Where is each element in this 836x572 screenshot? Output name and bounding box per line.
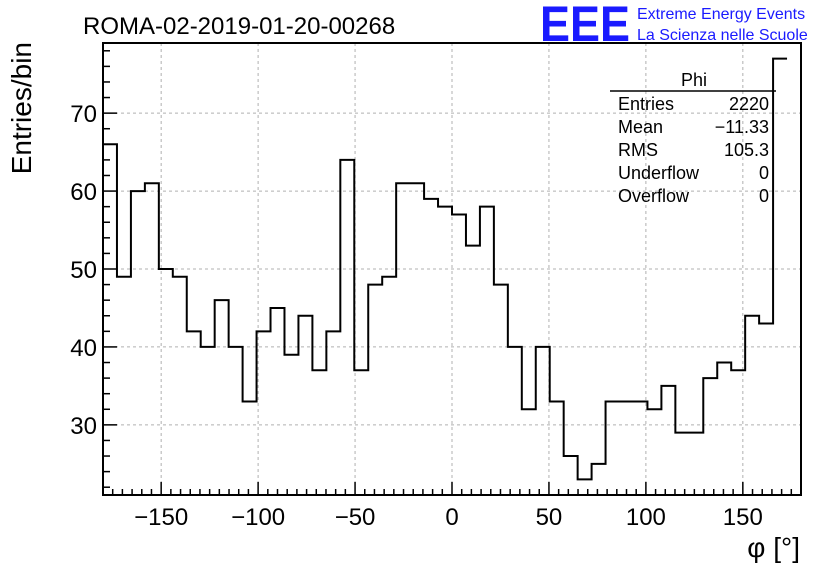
- histogram-bin: [689, 433, 703, 495]
- histogram-bin: [703, 378, 717, 495]
- histogram-bin: [326, 331, 340, 495]
- eee-logo: EEE Extreme Energy Events La Scienza nel…: [540, 0, 808, 52]
- stats-value: 0: [759, 163, 769, 183]
- histogram-bin: [131, 191, 145, 495]
- histogram-bin: [620, 401, 634, 495]
- x-tick-label: −50: [335, 504, 376, 531]
- histogram-bin: [382, 277, 396, 495]
- eee-logo-line1: Extreme Energy Events: [637, 6, 805, 23]
- histogram-bin: [187, 331, 201, 495]
- histogram-bin: [201, 347, 215, 495]
- histogram-bin: [564, 456, 578, 495]
- histogram-bin: [368, 285, 382, 495]
- histogram-bin: [396, 183, 410, 495]
- stats-rows: Entries 2220 Mean −11.33 RMS 105.3 Underflow 0 O…: [618, 94, 769, 206]
- histogram-bin: [522, 409, 536, 495]
- x-tick-label: 100: [626, 504, 666, 531]
- y-axis-title: Entries/bin: [6, 42, 37, 174]
- histogram-bin: [215, 300, 229, 495]
- stats-label: Underflow: [618, 163, 700, 183]
- stats-label: RMS: [618, 140, 658, 160]
- stats-value: 105.3: [724, 140, 769, 160]
- stats-value: −11.33: [715, 117, 769, 137]
- histogram-bin: [257, 331, 271, 495]
- histogram-bin: [424, 199, 438, 495]
- x-tick-label: 0: [445, 504, 458, 531]
- x-tick-labels: −150 −100 −50 0 50 100 150: [134, 504, 763, 531]
- histogram-bin: [647, 409, 661, 495]
- histogram-bin: [229, 347, 243, 495]
- y-tick-label: 60: [70, 179, 97, 206]
- stats-name: Phi: [681, 70, 707, 90]
- grid-lines: [103, 43, 801, 495]
- stats-box: Phi Entries 2220 Mean −11.33 RMS 105.3 Underfl…: [610, 70, 776, 206]
- histogram-bin: [452, 214, 466, 495]
- x-tick-label: 150: [723, 504, 763, 531]
- chart-title: ROMA-02-2019-01-20-00268: [83, 13, 395, 40]
- histogram-bin: [745, 316, 759, 495]
- histogram-series: [103, 57, 788, 495]
- histogram-bin: [340, 160, 354, 495]
- histogram-bin: [592, 464, 606, 495]
- histogram-bin: [145, 183, 159, 495]
- histogram-bin: [731, 370, 745, 495]
- histogram-bin: [298, 316, 312, 495]
- histogram-bin: [633, 401, 647, 495]
- eee-logo-line2: La Scienza nelle Scuole: [637, 27, 808, 44]
- histogram-bin: [578, 479, 592, 495]
- stats-value: 0: [759, 186, 769, 206]
- histogram-bin: [438, 207, 452, 495]
- histogram-bin: [117, 277, 131, 495]
- histogram-bin: [550, 401, 564, 495]
- histogram-bin: [312, 370, 326, 495]
- x-axis-title: φ [°]: [747, 532, 800, 563]
- histogram-bin: [243, 401, 257, 495]
- histogram-bin: [494, 285, 508, 495]
- histogram-bin: [466, 246, 480, 495]
- y-tick-label: 50: [70, 257, 97, 284]
- histogram-bin: [508, 347, 522, 495]
- histogram-bin: [536, 347, 550, 495]
- axis-ticks: [103, 50, 793, 495]
- y-tick-labels: 30 40 50 60 70: [70, 101, 97, 440]
- stats-label: Mean: [618, 117, 663, 137]
- histogram-bin: [717, 363, 731, 495]
- stats-value: 2220: [729, 94, 769, 114]
- x-tick-label: −100: [231, 504, 285, 531]
- histogram-bin: [284, 355, 298, 495]
- histogram-outline: [103, 57, 788, 481]
- y-tick-label: 70: [70, 101, 97, 128]
- stats-label: Overflow: [618, 186, 690, 206]
- histogram-bin: [173, 277, 187, 495]
- y-tick-label: 40: [70, 335, 97, 362]
- x-tick-label: −150: [134, 504, 188, 531]
- y-tick-label: 30: [70, 413, 97, 440]
- x-tick-label: 50: [536, 504, 563, 531]
- eee-logo-mark: EEE: [540, 0, 630, 52]
- histogram-bin: [159, 269, 173, 495]
- histogram-bin: [410, 183, 424, 495]
- histogram-bin: [759, 324, 773, 495]
- histogram-bin: [661, 386, 675, 495]
- histogram-bin: [675, 433, 689, 495]
- histogram-bin: [480, 207, 494, 495]
- histogram-bin: [103, 144, 117, 495]
- histogram-bin: [773, 59, 787, 495]
- histogram-bin: [354, 370, 368, 495]
- stats-label: Entries: [618, 94, 674, 114]
- histogram-bin: [271, 308, 285, 495]
- histogram-bin: [606, 401, 620, 495]
